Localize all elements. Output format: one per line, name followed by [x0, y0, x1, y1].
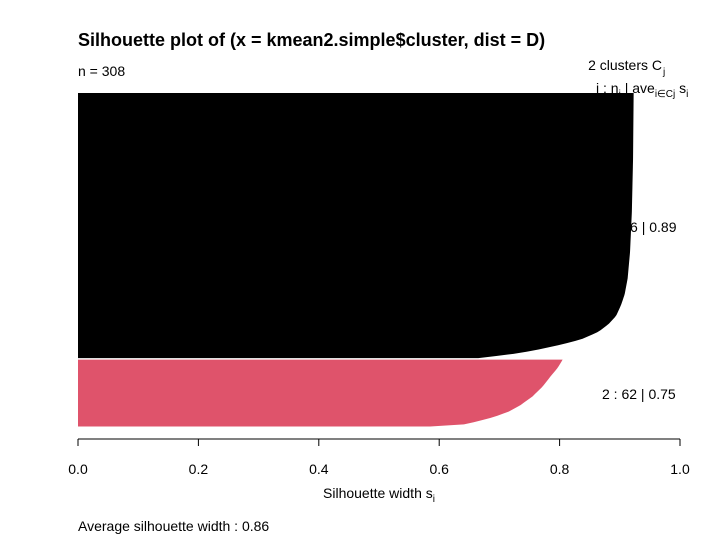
x-tick-label: 1.0 [670, 461, 690, 477]
x-axis: 0.0 0.2 0.4 0.6 0.8 1.0 [68, 438, 690, 477]
cluster-2-label: 2 : 62 | 0.75 [602, 386, 676, 402]
x-tick-label: 0.0 [68, 461, 88, 477]
chart-title: Silhouette plot of (x = kmean2.simple$cl… [78, 30, 545, 50]
x-axis-ticks: 0.0 0.2 0.4 0.6 0.8 1.0 [68, 439, 690, 477]
x-tick-label: 0.2 [189, 461, 209, 477]
x-tick-label: 0.4 [309, 461, 329, 477]
x-axis-label: Silhouette width si [323, 485, 435, 505]
average-silhouette-width: Average silhouette width : 0.86 [78, 518, 269, 534]
cluster-2-silhouette-bar [78, 359, 563, 427]
clusters-header-label: 2 clusters C [588, 57, 662, 73]
cluster-bars [78, 93, 634, 427]
header-columns-label: j : nj | avei∈Cj si [595, 80, 688, 100]
n-label: n = 308 [78, 63, 125, 79]
cluster-1-label: 1 : 246 | 0.89 [595, 219, 677, 235]
cluster-header: 2 clusters C j j : nj | avei∈Cj si [588, 57, 688, 100]
x-tick-label: 0.6 [429, 461, 449, 477]
cluster-1-silhouette-bar [78, 93, 634, 359]
x-tick-label: 0.8 [550, 461, 570, 477]
clusters-header-subscript: j [662, 67, 665, 78]
